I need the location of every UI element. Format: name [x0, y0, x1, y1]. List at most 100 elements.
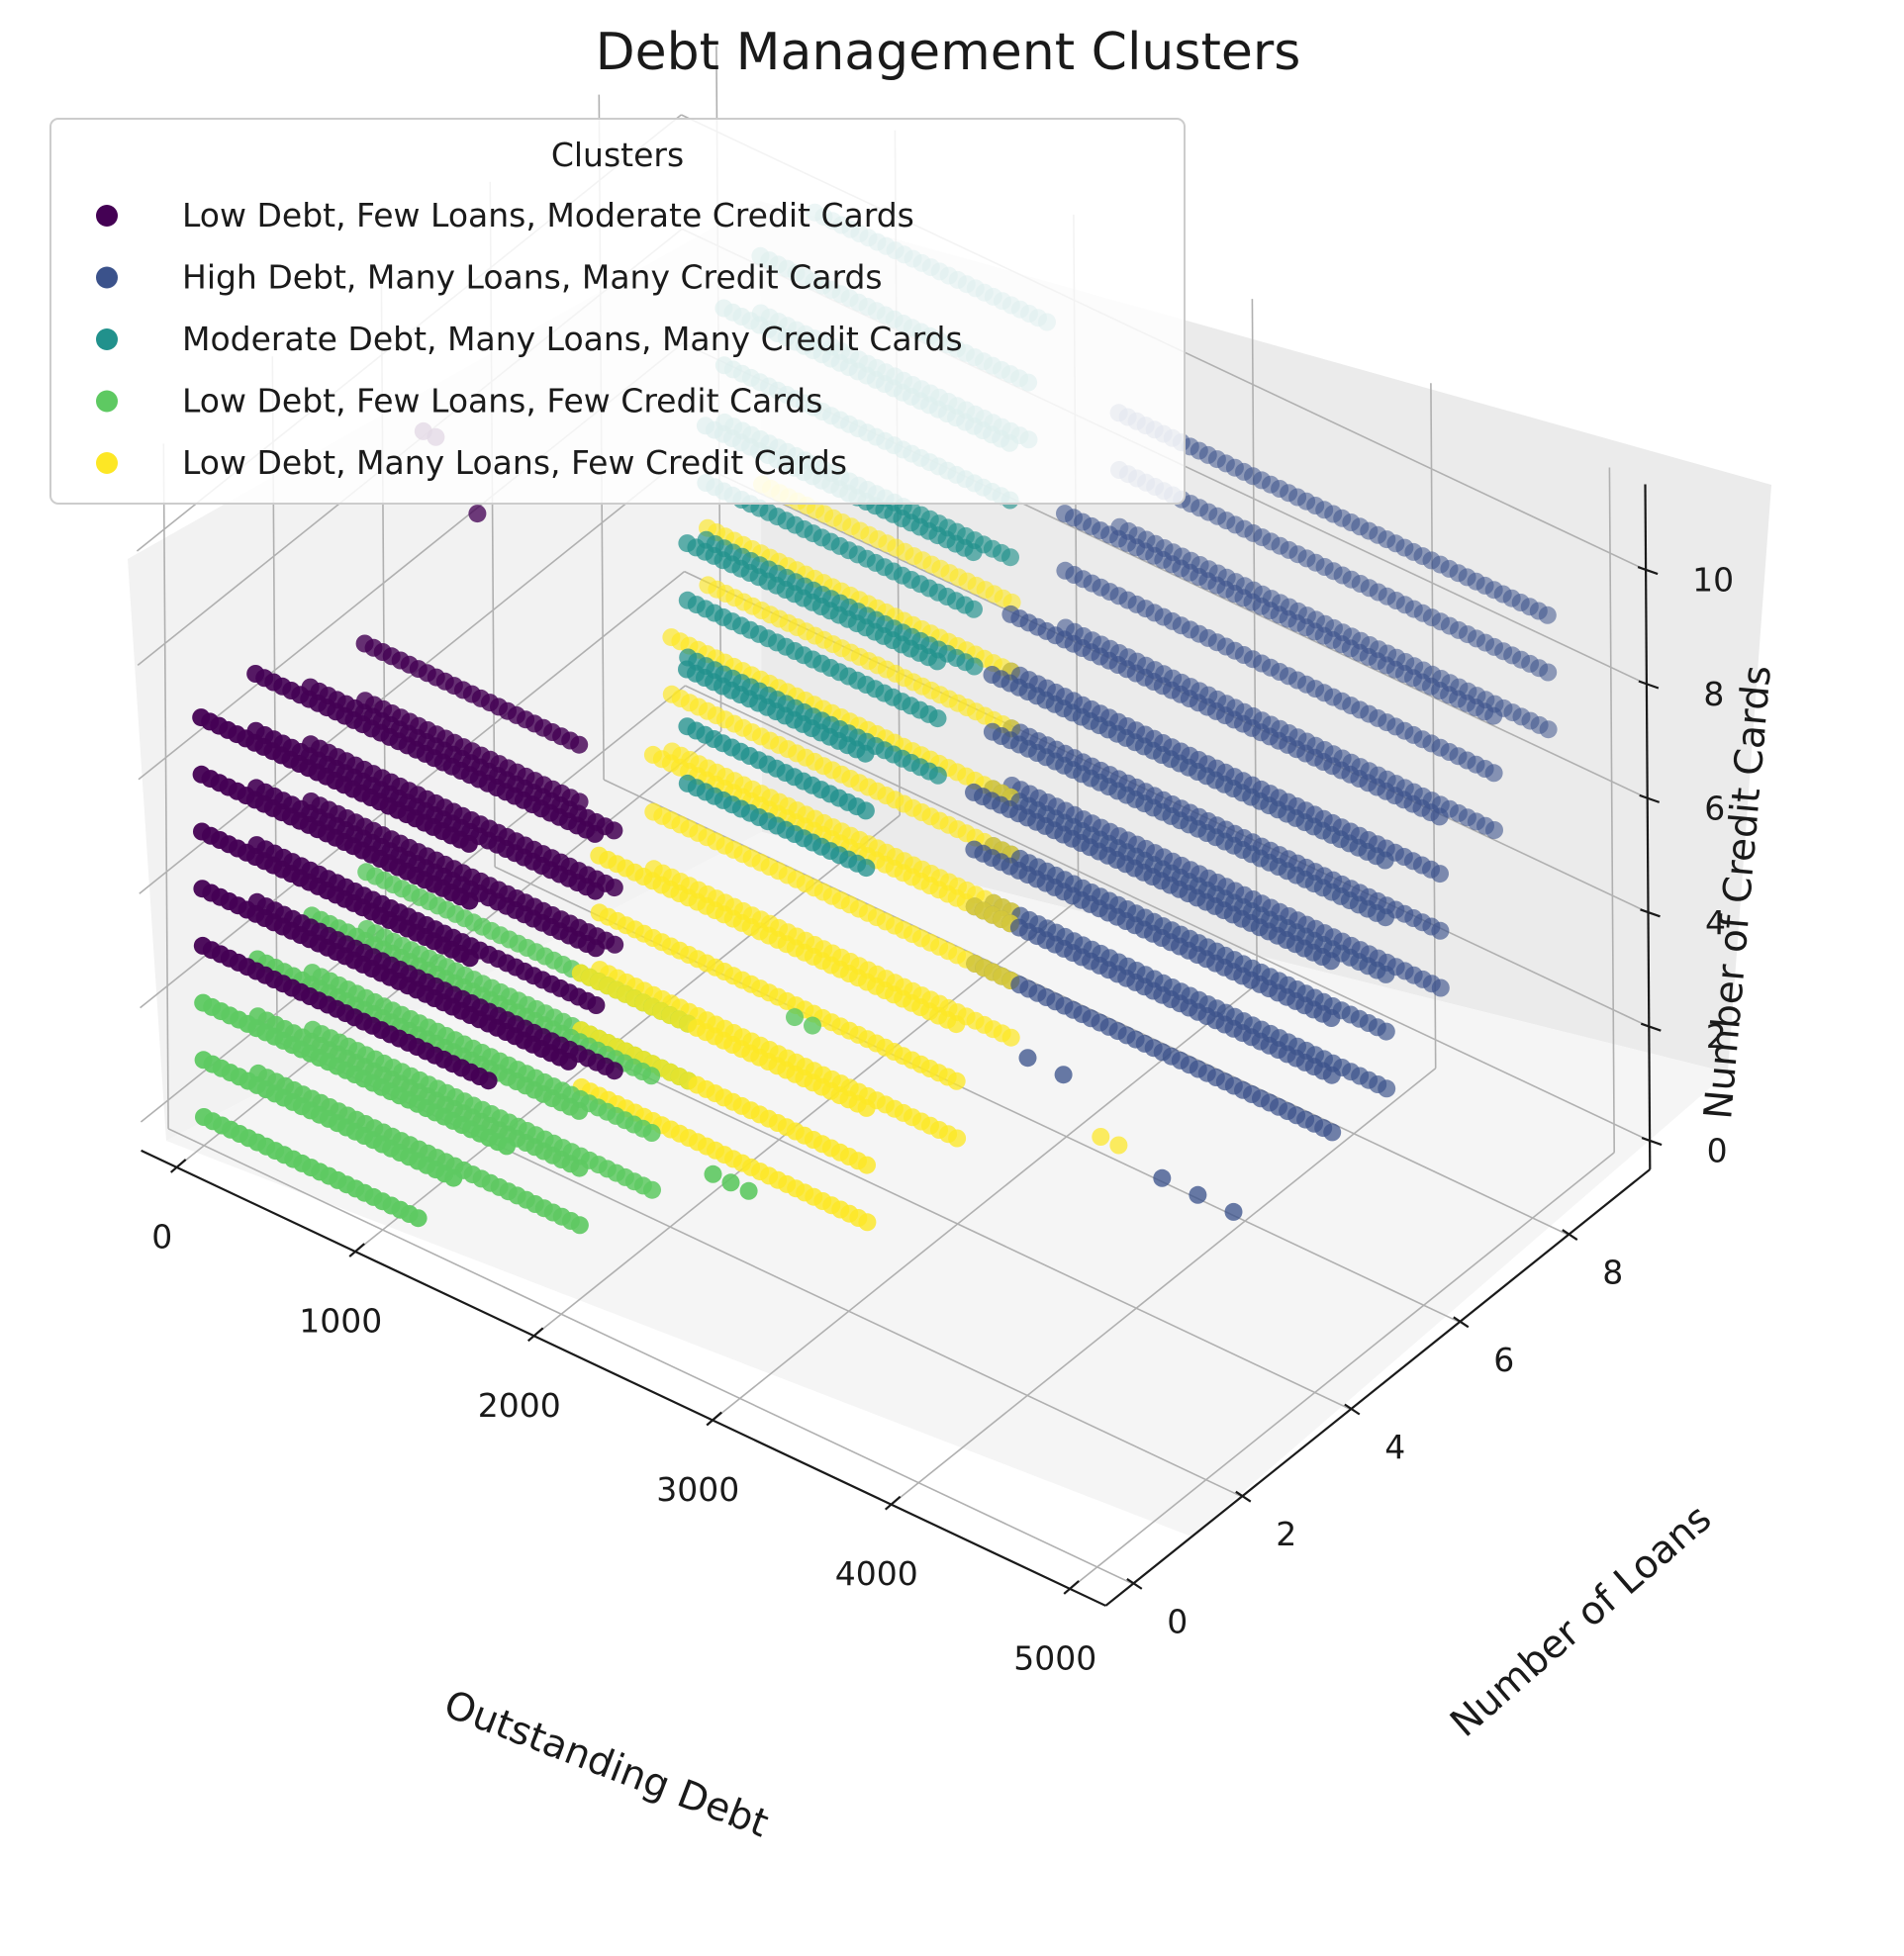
x-tick — [348, 1243, 365, 1257]
scatter-point — [1539, 663, 1558, 682]
y-tick-label: 8 — [1602, 1254, 1623, 1292]
grid-line-x — [1251, 299, 1258, 984]
scatter-point — [786, 1008, 804, 1027]
scatter-point — [1224, 1202, 1243, 1221]
grid-line-x — [891, 1068, 1437, 1506]
scatter-point — [479, 1071, 498, 1090]
z-tick-label: 8 — [1703, 675, 1724, 713]
scatter-point — [642, 1067, 661, 1085]
scatter-point — [606, 935, 624, 954]
y-tick-label: 4 — [1384, 1428, 1405, 1466]
scatter-point — [1484, 706, 1503, 725]
scatter-point — [460, 891, 479, 910]
scatter-point — [444, 1168, 463, 1187]
scatter-point — [498, 1137, 516, 1156]
scatter-point — [605, 879, 623, 897]
scatter-point — [1322, 1009, 1341, 1027]
scatter-point — [1485, 821, 1503, 839]
scatter-point — [739, 1181, 758, 1200]
scatter-point — [570, 1159, 589, 1177]
y-tick — [1235, 1490, 1252, 1503]
scatter-point — [1376, 851, 1394, 870]
x-tick — [526, 1327, 544, 1343]
scatter-point — [948, 1129, 967, 1148]
scatter-point — [858, 1213, 877, 1232]
scatter-point — [1001, 1028, 1020, 1047]
grid-line-x — [1608, 467, 1615, 1153]
scatter-point — [1153, 1168, 1172, 1187]
legend-frame — [49, 118, 1186, 505]
scatter-point — [856, 801, 875, 820]
scatter-point — [460, 949, 479, 968]
x-tick — [1063, 1580, 1080, 1595]
scatter-point — [965, 600, 983, 618]
z-tick-label: 0 — [1707, 1132, 1728, 1170]
scatter-point — [1431, 865, 1449, 884]
axes: 0 1000 2000 3000 4000 5000 0 2 4 6 8 0 2 4 6 8 10 — [141, 484, 1734, 1677]
scatter-point — [965, 657, 984, 676]
legend-marker — [96, 328, 118, 350]
scatter-point — [1322, 1066, 1341, 1084]
scatter-point — [858, 1156, 876, 1174]
scatter-point — [1018, 1049, 1037, 1068]
scatter-point — [570, 1101, 589, 1120]
y-tick — [1344, 1403, 1361, 1416]
scatter-point — [586, 824, 605, 843]
scatter-point — [1001, 548, 1019, 567]
x-tick — [706, 1411, 722, 1427]
z-tick — [1637, 566, 1659, 576]
scatter-point — [1377, 908, 1394, 927]
z-tick — [1639, 793, 1661, 803]
legend-marker — [96, 390, 118, 413]
scatter-point — [1092, 1128, 1110, 1146]
scatter-point — [1431, 921, 1450, 940]
scatter-point — [1377, 1022, 1395, 1041]
x-tick-label: 5000 — [1013, 1638, 1096, 1677]
grid-line-z — [140, 685, 686, 1123]
scatter-point — [559, 1052, 578, 1071]
scatter-point — [459, 834, 478, 853]
x-axis-line — [141, 1149, 1106, 1607]
scatter-point — [857, 1098, 876, 1117]
scatter-point — [1378, 1079, 1396, 1098]
scatter-point — [1539, 720, 1558, 739]
scatter-point — [586, 882, 605, 900]
z-tick-label: 4 — [1705, 903, 1726, 942]
scatter-point — [587, 996, 606, 1014]
z-tick — [1640, 908, 1661, 918]
y-tick — [1126, 1577, 1143, 1590]
scatter-point — [587, 939, 605, 958]
x-tick-label: 0 — [151, 1217, 172, 1256]
legend-items: Low Debt, Few Loans, Moderate Credit Car… — [96, 196, 963, 482]
x-tick — [884, 1495, 902, 1511]
z-axis-line — [1644, 484, 1652, 1169]
scatter-point — [928, 709, 947, 728]
scatter-point — [468, 505, 487, 523]
scatter-point — [409, 1209, 428, 1228]
grid-line-x — [1430, 383, 1437, 1069]
scatter-point — [857, 859, 876, 878]
scatter-point — [704, 1164, 722, 1183]
scatter-point — [721, 1173, 740, 1192]
scatter-point — [1430, 807, 1449, 826]
scatter-point — [1322, 952, 1340, 971]
grid-line-z — [139, 456, 685, 894]
legend-marker — [96, 205, 118, 227]
y-axis-line — [1104, 1168, 1651, 1607]
scatter-point — [1323, 1123, 1342, 1142]
legend-label: Low Debt, Few Loans, Few Credit Cards — [182, 382, 822, 420]
scatter-point — [570, 1216, 589, 1235]
scatter-point — [1431, 978, 1450, 997]
legend-marker — [96, 452, 118, 474]
scatter-point — [1054, 1066, 1073, 1084]
x-tick — [169, 1159, 187, 1173]
legend-label: High Debt, Many Loans, Many Credit Cards — [182, 258, 883, 297]
y-tick — [1453, 1316, 1470, 1329]
legend: Clusters Low Debt, Few Loans, Moderate C… — [49, 118, 1186, 505]
scatter-point — [1484, 764, 1503, 783]
z-tick-label: 10 — [1692, 561, 1734, 600]
scatter-point — [643, 1180, 661, 1199]
grid-line-x — [1069, 1152, 1615, 1590]
x-tick-label: 2000 — [478, 1386, 561, 1425]
